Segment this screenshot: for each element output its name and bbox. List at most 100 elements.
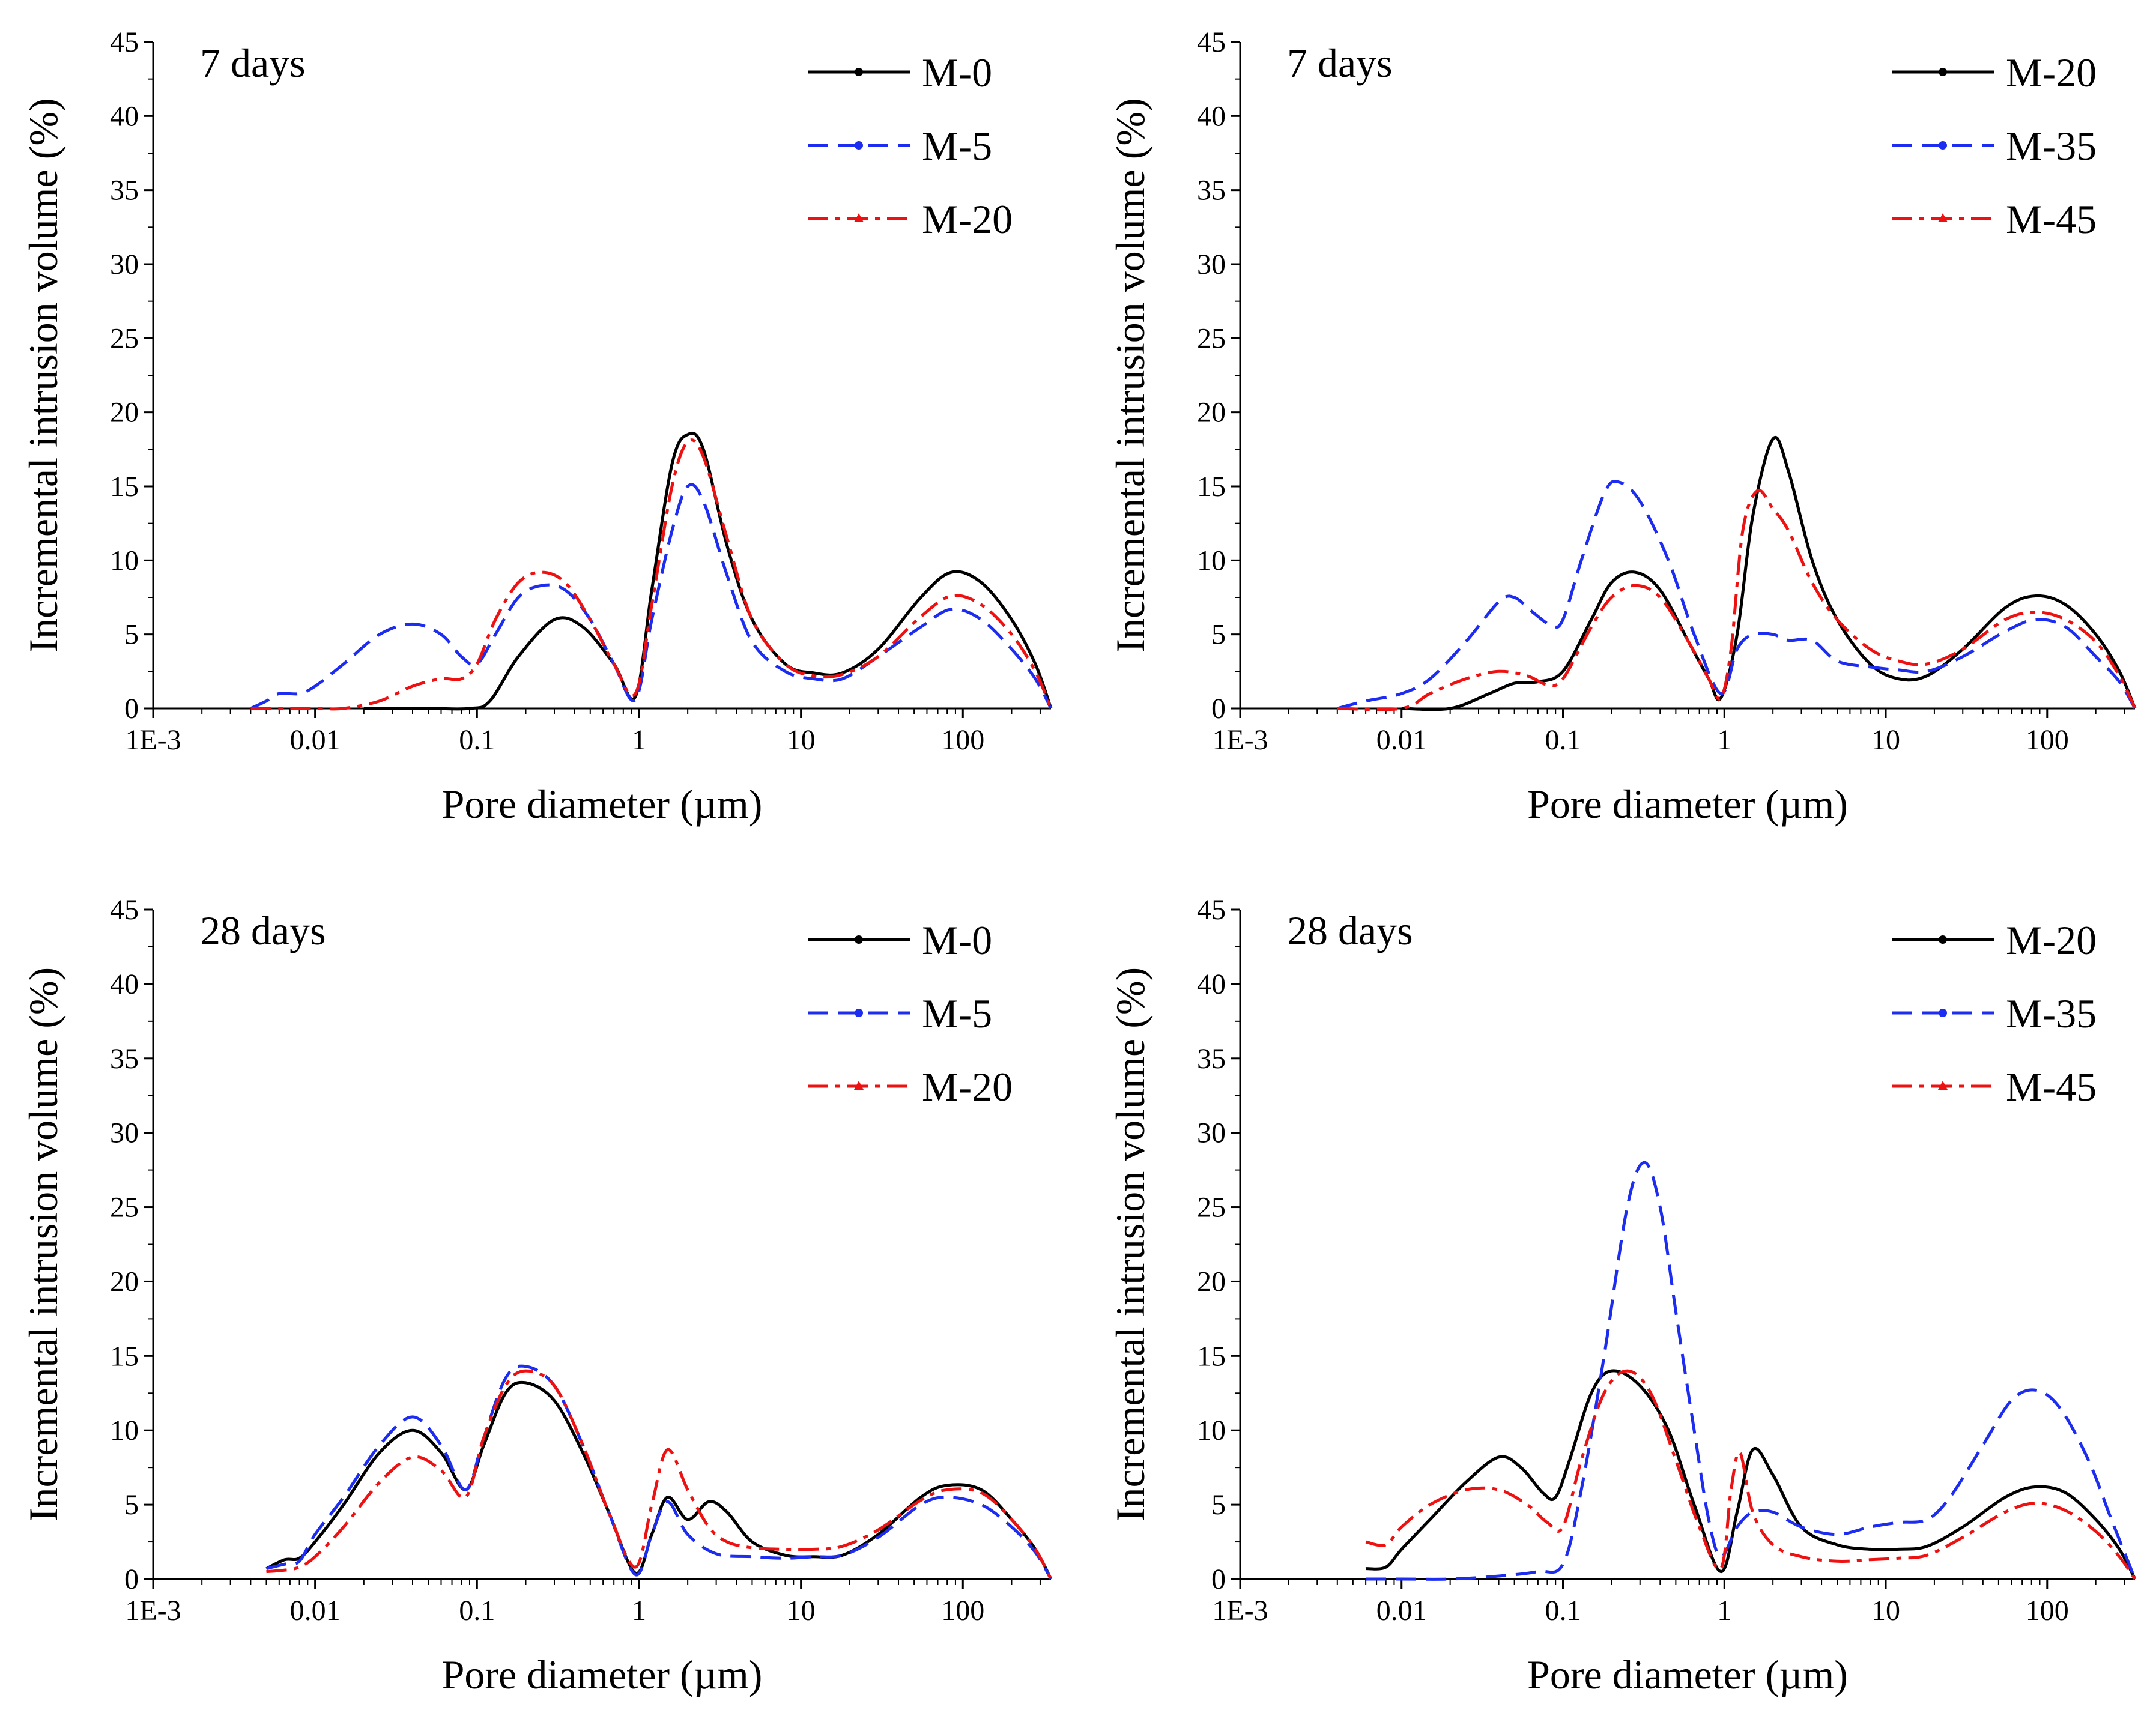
y-tick-label: 30: [110, 1117, 139, 1149]
y-tick-label: 30: [110, 249, 139, 280]
y-tick-label: 5: [1211, 1489, 1226, 1521]
legend-marker: [1938, 1081, 1948, 1090]
panel-title: 28 days: [1287, 908, 1413, 953]
chart-panel-4: 0 5 10 15 20 25 30 35 40 45 1E-3 0.01 0.1 1 10 100 Pore …: [1107, 894, 2137, 1697]
x-tick-label: 0.01: [1376, 724, 1427, 756]
legend-marker: [1939, 68, 1947, 76]
y-tick-label: 5: [124, 1489, 139, 1521]
series-line-m-35: [1337, 480, 2137, 710]
y-tick-label: 0: [124, 693, 139, 725]
series-line-m-20: [266, 1369, 1053, 1580]
legend-label: M-5: [922, 123, 992, 169]
x-tick-label: 1E-3: [125, 724, 181, 756]
legend-marker: [1939, 935, 1947, 944]
y-tick-label: 0: [1211, 1563, 1226, 1595]
x-tick-label: 1: [632, 724, 646, 756]
x-tick-label: 10: [787, 724, 816, 756]
y-tick-label: 15: [1197, 471, 1226, 503]
legend-label: M-45: [2006, 1064, 2097, 1110]
legend-marker: [855, 1009, 863, 1017]
legend-label: M-35: [2006, 991, 2097, 1036]
x-tick-label: 10: [1871, 724, 1900, 756]
y-tick-label: 35: [1197, 175, 1226, 207]
y-axis-title: Incremental intrusion volume (%): [20, 98, 66, 652]
legend-marker: [855, 935, 863, 944]
legend-marker: [854, 213, 864, 222]
y-tick-label: 20: [110, 397, 139, 429]
x-tick-label: 0.01: [290, 724, 341, 756]
y-tick-label: 25: [110, 322, 139, 354]
y-tick-label: 45: [1197, 894, 1226, 926]
y-tick-label: 25: [1197, 1192, 1226, 1224]
y-tick-label: 20: [110, 1266, 139, 1298]
y-axis-title: Incremental intrusion volume (%): [20, 967, 66, 1521]
legend-label: M-35: [2006, 123, 2097, 169]
y-tick-label: 20: [1197, 397, 1226, 429]
y-tick-label: 45: [110, 894, 139, 926]
panel-title: 7 days: [1287, 40, 1393, 86]
series-line-m-45: [1365, 1369, 2137, 1580]
chart-panel-1: 0 5 10 15 20 25 30 35 40 45 1E-3 0.01 0.1 1 10 100 Pore …: [20, 26, 1053, 827]
legend-label: M-5: [922, 991, 992, 1036]
series-line-m-45: [1337, 488, 2137, 711]
legend-marker: [854, 1081, 864, 1090]
x-axis-title: Pore diameter (µm): [1527, 1652, 1848, 1697]
x-tick-label: 0.1: [1545, 1595, 1581, 1627]
x-tick-label: 1: [632, 1595, 646, 1627]
legend-label: M-20: [2006, 917, 2097, 963]
x-tick-label: 0.01: [290, 1595, 341, 1627]
x-tick-label: 1E-3: [1212, 1595, 1268, 1627]
y-tick-label: 30: [1197, 1117, 1226, 1149]
y-tick-label: 45: [1197, 26, 1226, 58]
y-tick-label: 10: [110, 545, 139, 576]
x-tick-label: 100: [2026, 724, 2069, 756]
y-tick-label: 20: [1197, 1266, 1226, 1298]
y-tick-label: 40: [1197, 968, 1226, 1000]
chart-panel-2: 0 5 10 15 20 25 30 35 40 45 1E-3 0.01 0.1 1 10 100 Pore …: [1107, 26, 2137, 827]
y-tick-label: 15: [110, 471, 139, 503]
legend-label: M-45: [2006, 196, 2097, 242]
y-tick-label: 25: [110, 1192, 139, 1224]
x-axis-title: Pore diameter (µm): [442, 1652, 763, 1697]
y-tick-label: 10: [110, 1415, 139, 1446]
x-tick-label: 100: [941, 1595, 984, 1627]
y-tick-label: 0: [124, 1563, 139, 1595]
y-tick-label: 15: [1197, 1340, 1226, 1372]
y-tick-label: 35: [110, 1043, 139, 1075]
x-tick-label: 0.1: [459, 1595, 495, 1627]
legend-label: M-20: [2006, 50, 2097, 95]
chart-panel-3: 0 5 10 15 20 25 30 35 40 45 1E-3 0.01 0.1 1 10 100 Pore …: [20, 894, 1053, 1697]
y-axis-title: Incremental intrusion volume (%): [1107, 98, 1153, 652]
y-tick-label: 15: [110, 1340, 139, 1372]
y-tick-label: 0: [1211, 693, 1226, 725]
series-line-m-20: [1365, 1369, 2137, 1580]
x-tick-label: 1: [1717, 724, 1731, 756]
panel-title: 7 days: [200, 40, 306, 86]
series-line-m-20: [250, 438, 1053, 711]
x-axis-title: Pore diameter (µm): [1527, 781, 1848, 827]
y-tick-label: 45: [110, 26, 139, 58]
legend-marker: [1939, 141, 1947, 150]
legend-label: M-0: [922, 50, 992, 95]
x-tick-label: 1: [1717, 1595, 1731, 1627]
legend-label: M-0: [922, 917, 992, 963]
legend-marker: [855, 141, 863, 150]
x-tick-label: 1E-3: [125, 1595, 181, 1627]
legend-label: M-20: [922, 1064, 1013, 1110]
y-tick-label: 30: [1197, 249, 1226, 280]
legend-label: M-20: [922, 196, 1013, 242]
y-tick-label: 40: [1197, 100, 1226, 132]
y-tick-label: 10: [1197, 545, 1226, 576]
series-line-m-35: [1366, 1161, 2137, 1581]
x-tick-label: 100: [2026, 1595, 2069, 1627]
x-axis-title: Pore diameter (µm): [442, 781, 763, 827]
legend-marker: [1938, 213, 1948, 222]
y-tick-label: 35: [1197, 1043, 1226, 1075]
legend-marker: [1939, 1009, 1947, 1017]
panel-title: 28 days: [200, 908, 326, 953]
series-line-m-20: [1401, 436, 2137, 711]
y-tick-label: 5: [1211, 619, 1226, 651]
series-line-m-0: [363, 431, 1053, 711]
